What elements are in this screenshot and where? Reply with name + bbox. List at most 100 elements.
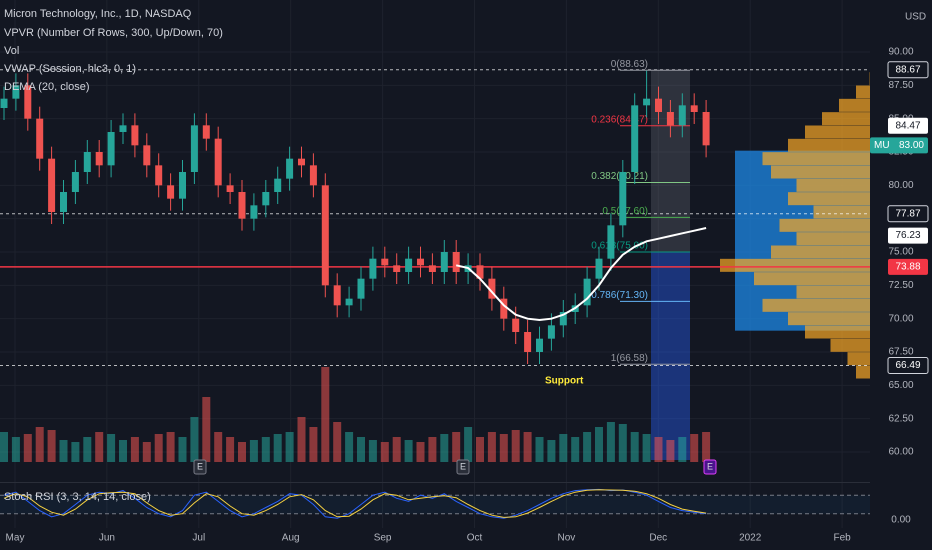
price-axis [870,0,932,550]
candle-body [250,205,258,219]
symbol-label: MU [874,140,890,151]
volume-bar [107,434,116,462]
volume-bar [0,432,8,462]
candle-body [595,258,603,279]
volume-bar [559,434,568,462]
volume-bar [345,432,354,462]
price-label: 76.23 [895,230,920,241]
candle-body [12,85,20,99]
candle-body [238,192,246,219]
volume-bar [654,437,663,462]
volume-bar [678,437,687,462]
volume-bar [130,437,139,462]
volume-bar [380,442,389,462]
volume-bar [11,437,20,462]
price-label: 66.49 [895,360,920,371]
stoch-tick-label: 0.00 [891,514,911,525]
fib-box-lower [651,252,690,460]
volume-bar [416,442,425,462]
volume-bar [630,432,639,462]
profile-row [788,312,890,326]
y-tick-label: 62.50 [888,413,913,424]
candle-body [405,258,413,272]
price-label: 84.47 [895,120,920,131]
volume-bar [202,397,211,462]
x-tick-label: Nov [558,533,576,544]
volume-bar [440,434,449,462]
earnings-label: E [197,461,203,471]
candle-body [60,192,67,212]
volume-bar [285,432,294,462]
pane-separator [0,482,870,483]
volume-bar [487,432,496,462]
indicator-label: VWAP (Session, hlc3, 0, 1) [4,63,136,75]
volume-bar [392,437,401,462]
candle-body [440,252,448,272]
fib-label: 1(66.58) [611,353,648,364]
volume-bar [511,430,520,462]
volume-bar [309,427,318,462]
dema-line [455,227,707,322]
price-label: 73.88 [895,262,920,273]
candle-body [202,125,210,139]
volume-bar [166,432,175,462]
candle-body [214,138,222,186]
volume-bar [71,442,80,462]
candle-body [536,338,543,352]
last-price-label: 83.00 [899,140,924,151]
volume-bar [249,440,258,462]
candle-body [24,85,32,119]
profile-row [762,298,890,312]
candle-body [583,278,591,306]
candle-body [369,258,377,279]
candle-body [655,98,662,112]
y-tick-label: 60.00 [888,447,913,458]
candle-body [262,192,270,206]
candle-body [512,318,520,332]
price-label: 88.67 [895,64,920,75]
candle-body [702,112,710,146]
candle-body [36,118,44,159]
candle-body [643,98,651,106]
candle-body [476,265,484,279]
x-tick-label: Sep [374,533,392,544]
stoch-line [3,488,707,519]
candle-body [345,298,353,306]
volume-bar [618,424,627,462]
candle-body [298,158,305,166]
candle-body [357,278,365,299]
candle-body [333,285,341,306]
candle-body [167,185,175,199]
y-tick-label: 67.50 [888,347,913,358]
volume-bar [428,437,437,462]
profile-row [796,178,890,192]
fib-label: 0(88.63) [611,59,648,70]
candle-body [607,225,615,259]
y-tick-label: 87.50 [888,80,913,91]
annotation: Support [545,376,584,387]
volume-bar [59,440,68,462]
profile-row [762,152,890,166]
y-tick-label: 90.00 [888,47,913,58]
volume-bar [583,432,592,462]
volume-bar [226,437,235,462]
x-tick-label: May [6,533,25,544]
y-tick-label: 70.00 [888,313,913,324]
chart-title: Micron Technology, Inc., 1D, NASDAQ [4,8,192,20]
fib-label: 0.618(75.00) [591,241,648,252]
volume-bar [476,437,484,462]
earnings-badge [703,459,717,475]
volume-bar [261,437,270,462]
price-label-box [887,356,929,374]
candle-body [48,158,56,212]
volume-bar [535,437,544,462]
candle-body [417,258,424,266]
earnings-label: E [460,461,466,471]
volume-bar [273,434,282,462]
x-tick-label: 2022 [739,533,762,544]
currency: USD [905,12,926,23]
fib-box [651,70,690,252]
volume-bar [571,437,580,462]
candle-body [286,158,294,179]
volume-bar [523,432,532,462]
